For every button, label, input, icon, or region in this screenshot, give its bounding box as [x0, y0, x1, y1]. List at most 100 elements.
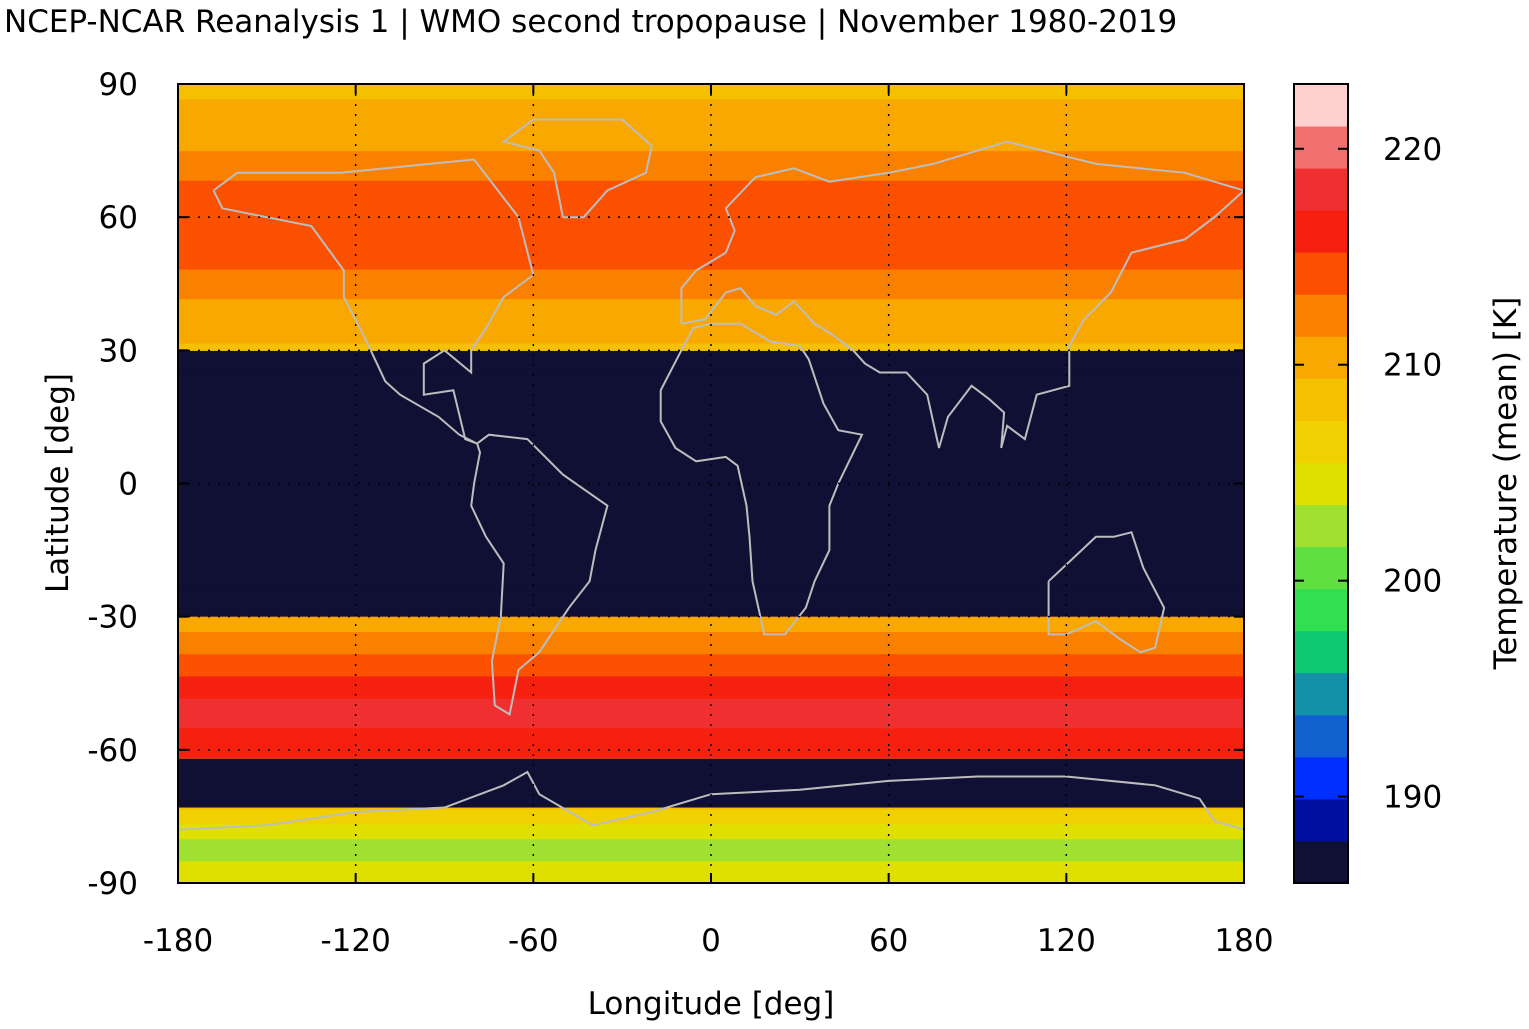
temperature-cell: [178, 128, 1244, 137]
x-tick-label: 60: [869, 923, 908, 959]
colorbar-segment: [1294, 336, 1348, 379]
colorbar-segment: [1294, 714, 1348, 758]
colorbar-tick-label: 210: [1383, 348, 1442, 384]
axis-ticks: [177, 83, 1245, 884]
temperature-cell: [178, 172, 1244, 181]
y-tick-label: -90: [87, 866, 138, 902]
colorbar-tick-label: 200: [1383, 564, 1442, 600]
temperature-cell: [178, 313, 1244, 322]
y-tick-label: 0: [118, 467, 138, 503]
colorbar-segment: [1294, 294, 1348, 337]
temperature-cell: [178, 113, 1244, 122]
colorbar-tick-labels: 190 200 210 220: [1294, 132, 1442, 816]
temperature-map: [178, 84, 1244, 883]
temperature-cell: [178, 335, 1244, 344]
temperature-cell: [178, 705, 1244, 714]
temperature-cell: [178, 106, 1244, 115]
temperature-cell: [178, 246, 1244, 255]
x-tick-label: -120: [320, 923, 390, 959]
coastline-path: [501, 118, 653, 219]
y-tick-labels: 90 60 30 0 -30 -60 -90: [87, 67, 138, 902]
temperature-cell: [178, 668, 1244, 677]
x-tick-label: -180: [143, 923, 213, 959]
temperature-field: [178, 84, 1244, 883]
x-tick-label: -60: [508, 923, 559, 959]
temperature-cell: [178, 838, 1244, 847]
coastlines: [178, 118, 1244, 831]
temperature-cell: [178, 209, 1244, 218]
colorbar-segment: [1294, 168, 1348, 211]
coastline-path: [178, 770, 1244, 831]
coastline-path: [659, 322, 864, 636]
colorbar-segment: [1294, 630, 1348, 674]
temperature-cell: [178, 868, 1244, 877]
temperature-cell: [178, 224, 1244, 233]
temperature-cell: [178, 675, 1244, 684]
temperature-cell: [178, 823, 1244, 832]
y-tick-label: 30: [99, 333, 138, 369]
x-tick-label: 180: [1214, 923, 1273, 959]
colorbar-tick-label: 220: [1383, 132, 1442, 168]
y-axis-label: Latitude [deg]: [40, 373, 76, 593]
temperature-cell: [178, 749, 1244, 758]
x-tick-label: 0: [701, 923, 721, 959]
temperature-cell: [178, 239, 1244, 248]
temperature-cell: [178, 624, 1244, 633]
temperature-cell: [178, 254, 1244, 263]
temperature-cell: [178, 187, 1244, 196]
coastline-path: [212, 158, 535, 445]
temperature-cell: [178, 143, 1244, 152]
temperature-cell: [178, 135, 1244, 144]
temperature-cell: [178, 305, 1244, 314]
temperature-cell: [178, 165, 1244, 174]
temperature-cell: [178, 809, 1244, 818]
temperature-cell: [178, 683, 1244, 692]
temperature-cell: [178, 698, 1244, 707]
colorbar-segment: [1294, 252, 1348, 295]
colorbar-label: Temperature (mean) [K]: [1488, 297, 1524, 671]
temperature-cell: [178, 816, 1244, 825]
colorbar-tick-label: 190: [1383, 780, 1442, 816]
temperature-cell: [178, 742, 1244, 751]
colorbar-segment: [1294, 84, 1348, 127]
colorbar-segment: [1294, 210, 1348, 253]
temperature-cell: [178, 276, 1244, 285]
x-axis-label: Longitude [deg]: [588, 986, 835, 1022]
colorbar-segment: [1294, 126, 1348, 169]
temperature-cell: [178, 727, 1244, 736]
coastline-path: [680, 140, 1244, 449]
temperature-cell: [178, 846, 1244, 855]
x-tick-labels: -180 -120 -60 0 60 120 180: [143, 923, 1274, 959]
temperature-cell: [178, 283, 1244, 292]
temperature-cell: [178, 217, 1244, 226]
temperature-cell: [178, 853, 1244, 862]
colorbar-segment: [1294, 588, 1348, 632]
temperature-cell: [178, 268, 1244, 277]
colorbar-frame: [1293, 83, 1349, 884]
temperature-cell: [178, 616, 1244, 625]
colorbar-segment: [1294, 798, 1348, 842]
y-tick-label: -30: [87, 600, 138, 636]
colorbar-segment: [1294, 672, 1348, 716]
colorbar-segment: [1294, 462, 1348, 506]
temperature-cell: [178, 157, 1244, 166]
temperature-cell: [178, 712, 1244, 721]
colorbar-segment: [1294, 546, 1348, 590]
temperature-cell: [178, 298, 1244, 307]
chart-title: NCEP-NCAR Reanalysis 1 | WMO second trop…: [4, 4, 1177, 40]
temperature-cell: [178, 342, 1244, 351]
y-tick-label: -60: [87, 733, 138, 769]
colorbar-segment: [1294, 378, 1348, 421]
temperature-cell: [178, 653, 1244, 662]
temperature-cell: [178, 735, 1244, 744]
temperature-cell: [178, 646, 1244, 655]
colorbar-segment: [1294, 420, 1348, 463]
temperature-cell: [178, 202, 1244, 211]
y-tick-label: 90: [99, 67, 138, 103]
coastline-path: [1047, 531, 1166, 654]
y-tick-label: 60: [99, 200, 138, 236]
colorbar-segment: [1294, 756, 1348, 800]
subpolar-no-data: [178, 758, 1244, 808]
temperature-cell: [178, 98, 1244, 107]
